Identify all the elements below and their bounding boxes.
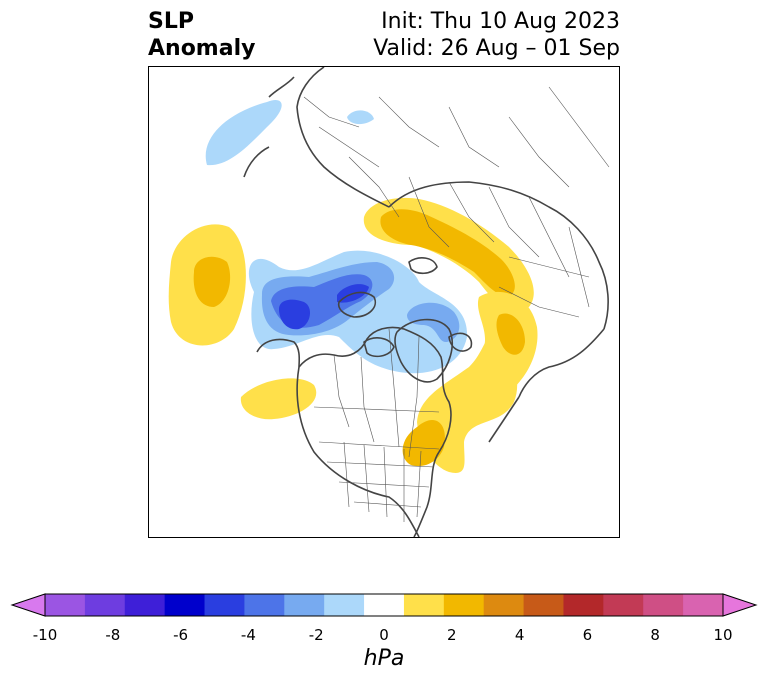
colorbar-segment (403, 594, 445, 616)
north-atlantic-arc (402, 337, 518, 473)
colorbar-segment (603, 594, 644, 616)
colorbar-tick-label: -6 (173, 626, 189, 644)
colorbar-tick-label: 10 (713, 626, 733, 644)
colorbar-segment (364, 594, 405, 616)
colorbar-segment (443, 594, 485, 616)
colorbar-tick-label: -4 (240, 626, 256, 644)
colorbar-segment (164, 594, 206, 616)
map-title: SLP Anomaly (148, 8, 255, 62)
colorbar-tick-label: 2 (447, 626, 457, 644)
bering-low (205, 99, 374, 166)
colorbar-tick-label: -10 (32, 626, 58, 644)
colorbar-unit-label: hPa (363, 646, 405, 671)
colorbar-tick-label: 8 (650, 626, 660, 644)
colorbar-segment (643, 594, 684, 616)
title-line-variable: SLP (148, 9, 194, 34)
colorbar-segment (244, 594, 285, 616)
colorbar-segment (523, 594, 564, 616)
valid-range: Valid: 26 Aug – 01 Sep (373, 36, 620, 61)
colorbar-segment (84, 594, 126, 616)
colorbar-segment (483, 594, 525, 616)
map-dates: Init: Thu 10 Aug 2023 Valid: 26 Aug – 01… (373, 8, 620, 62)
colorbar-tick-label: 4 (514, 626, 525, 644)
colorbar-tick-label: -8 (105, 626, 121, 644)
map-panel (148, 66, 620, 538)
colorbar-segment (124, 594, 166, 616)
colorbar-tick-label: 0 (379, 626, 389, 644)
colorbar-segment (204, 594, 245, 616)
colorbar-extend-high (722, 593, 758, 617)
colorbar-segment (683, 594, 724, 616)
colorbar-frame (44, 593, 724, 617)
colorbar-extend-low (10, 593, 46, 617)
country-borders (303, 86, 610, 522)
title-line-anomaly: Anomaly (148, 36, 256, 61)
colorbar (10, 593, 758, 617)
colorbar-segment (563, 594, 604, 616)
siberia-ridge (363, 197, 534, 311)
colorbar-segment (284, 594, 325, 616)
anomaly-map (149, 67, 619, 537)
colorbar-tick-label: -2 (308, 626, 324, 644)
colorbar-segment (324, 594, 365, 616)
colorbar-tick-label: 6 (582, 626, 593, 644)
init-date: Init: Thu 10 Aug 2023 (381, 9, 620, 34)
north-pacific-high (168, 224, 246, 346)
colorbar-segment (45, 594, 86, 616)
